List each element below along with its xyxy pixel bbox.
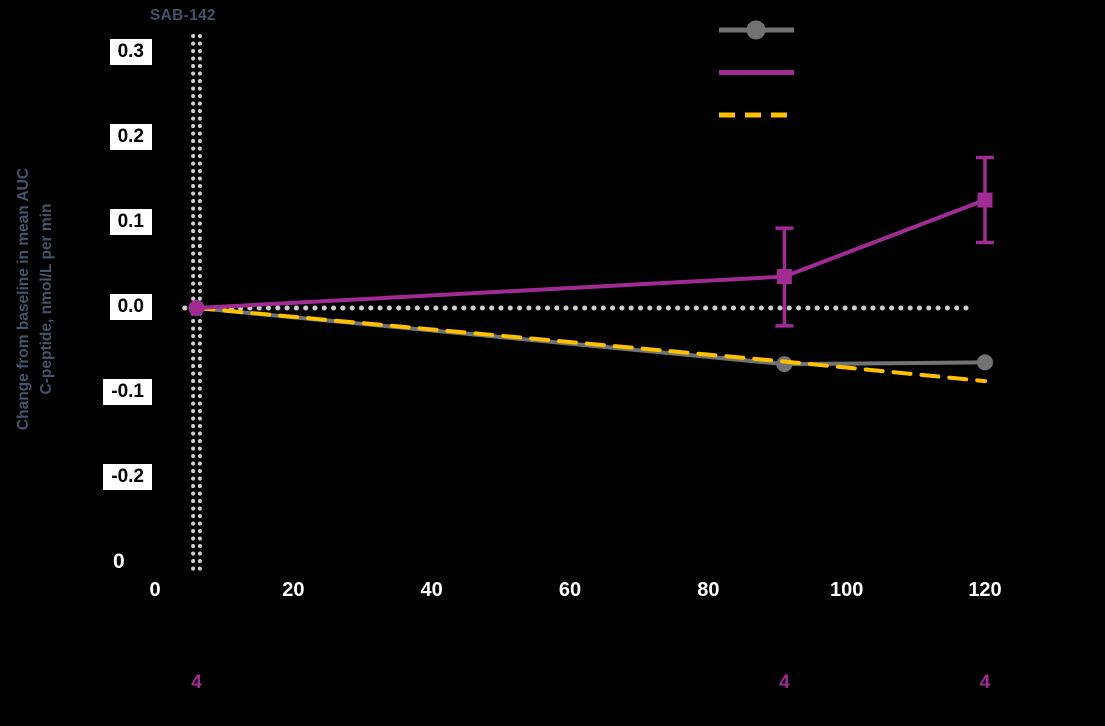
y-tick-label: 0.3 bbox=[109, 39, 152, 65]
y-tick-label: -0.2 bbox=[103, 464, 152, 490]
series-gray-circle-marker bbox=[977, 354, 993, 371]
x-tick-label: 100 bbox=[829, 579, 864, 601]
y-tick: -0.2 bbox=[0, 464, 152, 490]
dose-annotation: SAB-142 bbox=[150, 7, 216, 24]
x-tick-label: 60 bbox=[558, 579, 582, 601]
series-purple-square-marker bbox=[977, 192, 993, 208]
y-tick-label: 0.1 bbox=[109, 209, 152, 235]
x-tick-label: 0 bbox=[149, 579, 161, 601]
y-tick: 0.1 bbox=[0, 209, 152, 235]
y-tick-label: 0.2 bbox=[109, 124, 152, 150]
axis-origin-label: 0 bbox=[113, 550, 125, 573]
x-tick-label: 20 bbox=[282, 579, 305, 601]
x-tick-label: 40 bbox=[420, 579, 443, 601]
y-tick: 0.0 bbox=[0, 294, 152, 320]
at-risk-count: 4 bbox=[191, 672, 202, 693]
y-tick-label: -0.1 bbox=[103, 379, 152, 405]
y-tick-label: 0.0 bbox=[109, 294, 152, 320]
legend-swatch-marker bbox=[746, 20, 766, 40]
series-purple-square-marker bbox=[776, 269, 792, 285]
x-tick-label: 120 bbox=[968, 579, 1002, 601]
at-risk-count: 4 bbox=[779, 672, 790, 693]
y-tick: -0.1 bbox=[0, 379, 152, 405]
x-tick-label: 80 bbox=[697, 579, 720, 601]
y-tick: 0.3 bbox=[0, 39, 152, 65]
y-tick: 0.2 bbox=[0, 124, 152, 150]
series-purple-square-marker bbox=[188, 300, 205, 316]
at-risk-count: 4 bbox=[979, 672, 991, 693]
series-gray-circle-line bbox=[194, 306, 987, 367]
series-purple-square-line bbox=[194, 198, 987, 310]
series-yellow-dashed-line bbox=[194, 306, 987, 384]
